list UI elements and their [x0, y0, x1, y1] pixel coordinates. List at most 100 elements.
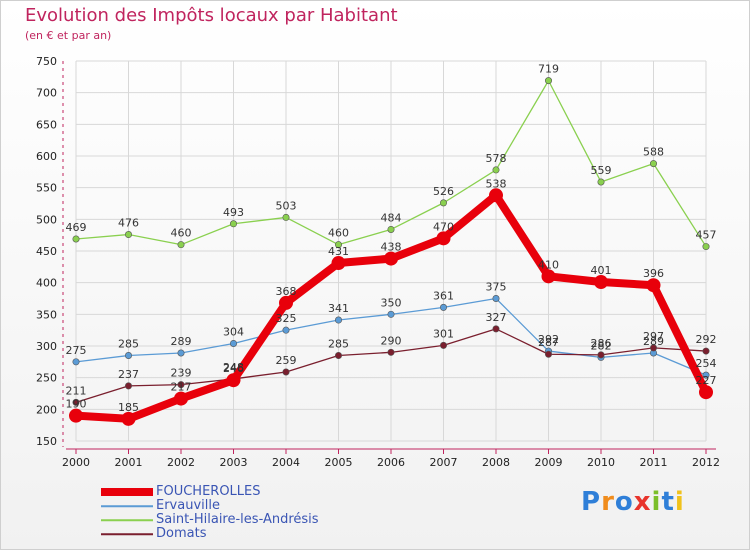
data-label: 484	[381, 211, 402, 224]
chart-subtitle: (en € et par an)	[25, 29, 112, 42]
data-label: 327	[486, 311, 507, 324]
data-label: 460	[171, 227, 192, 240]
x-tick-label: 2010	[587, 456, 615, 469]
data-point	[702, 347, 710, 355]
data-point	[439, 303, 447, 311]
data-label: 469	[66, 221, 87, 234]
data-label: 287	[538, 336, 559, 349]
legend-swatch	[101, 533, 153, 535]
data-point	[492, 325, 500, 333]
data-point	[177, 349, 185, 357]
data-point	[544, 77, 552, 85]
x-tick-label: 2000	[62, 456, 90, 469]
data-label: 190	[66, 398, 87, 411]
data-label: 297	[643, 330, 664, 343]
data-point	[699, 385, 713, 400]
data-label: 254	[696, 357, 717, 370]
data-point	[334, 316, 342, 324]
data-label: 396	[643, 267, 664, 280]
data-point	[594, 275, 608, 290]
y-tick-label: 550	[36, 182, 57, 195]
data-point	[226, 373, 241, 388]
legend-swatch	[101, 505, 153, 507]
data-label: 341	[328, 302, 349, 315]
data-point	[334, 351, 342, 359]
logo-letter: P	[581, 487, 602, 517]
data-point	[279, 295, 293, 310]
proxiti-logo: Proxiti	[581, 487, 685, 517]
legend-label: Domats	[156, 526, 207, 541]
data-label: 578	[486, 152, 507, 165]
data-label: 503	[276, 199, 297, 212]
x-tick-label: 2004	[272, 456, 300, 469]
y-tick-label: 250	[36, 372, 57, 385]
data-label: 290	[381, 334, 402, 347]
data-point	[439, 341, 447, 349]
logo-letter: x	[633, 487, 652, 517]
data-label: 301	[433, 327, 454, 340]
data-label: 460	[328, 227, 349, 240]
data-label: 246	[223, 362, 244, 375]
logo-letter: r	[601, 487, 615, 517]
data-label: 375	[486, 281, 507, 294]
data-label: 325	[276, 312, 297, 325]
logo-letter: t	[661, 487, 675, 517]
data-point	[492, 294, 500, 302]
x-tick-label: 2006	[377, 456, 405, 469]
data-label: 438	[381, 241, 402, 254]
data-label: 289	[171, 335, 192, 348]
data-label: 185	[118, 401, 139, 414]
chart-title: Evolution des Impôts locaux par Habitant	[25, 5, 398, 26]
data-point	[230, 220, 238, 228]
data-point	[646, 278, 661, 293]
logo-letter: i	[651, 487, 662, 517]
data-point	[649, 344, 657, 352]
data-label: 719	[538, 63, 559, 76]
data-point	[489, 188, 503, 203]
data-point	[439, 199, 447, 207]
data-label: 227	[696, 374, 717, 387]
data-label: 559	[591, 164, 612, 177]
data-point	[282, 368, 290, 376]
data-label: 304	[223, 325, 244, 338]
data-label: 289	[643, 335, 664, 348]
data-label: 217	[171, 381, 192, 394]
legend-swatch	[101, 519, 153, 521]
x-tick-label: 2009	[535, 456, 563, 469]
data-label: 457	[696, 229, 717, 242]
data-label: 282	[591, 339, 612, 352]
data-point	[387, 348, 395, 356]
data-label: 526	[433, 185, 454, 198]
data-label: 401	[591, 264, 612, 277]
data-point	[334, 241, 342, 249]
data-label: 431	[328, 245, 349, 258]
data-point	[541, 269, 556, 284]
data-label: 588	[643, 146, 664, 159]
y-tick-label: 300	[36, 340, 57, 353]
data-point	[387, 225, 395, 233]
data-point	[282, 326, 290, 334]
data-point	[230, 339, 238, 347]
data-label: 361	[433, 289, 454, 302]
y-tick-label: 150	[36, 435, 57, 448]
y-tick-label: 500	[36, 213, 57, 226]
y-tick-label: 750	[36, 55, 57, 68]
data-label: 237	[118, 368, 139, 381]
data-label: 538	[486, 177, 507, 190]
x-tick-label: 2012	[692, 456, 720, 469]
x-tick-label: 2001	[115, 456, 143, 469]
data-label: 410	[538, 258, 559, 271]
data-point	[125, 231, 133, 239]
x-tick-label: 2011	[640, 456, 668, 469]
data-point	[174, 391, 188, 406]
data-point	[69, 408, 83, 423]
data-point	[387, 310, 395, 318]
data-point	[597, 178, 605, 186]
data-point	[384, 251, 398, 266]
data-point	[331, 256, 346, 271]
x-tick-label: 2008	[482, 456, 510, 469]
y-tick-label: 700	[36, 87, 57, 100]
data-point	[121, 411, 136, 426]
